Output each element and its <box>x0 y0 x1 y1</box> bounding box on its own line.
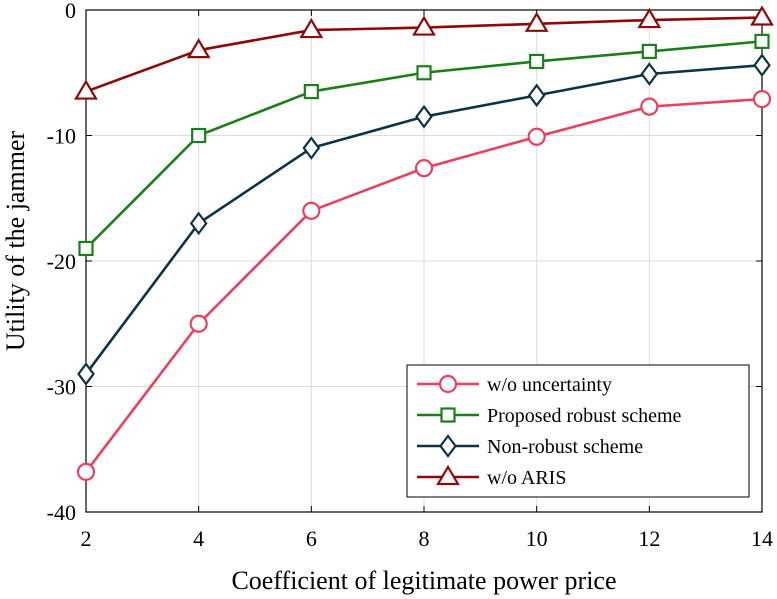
data-point <box>189 211 208 236</box>
legend-label: Proposed robust scheme <box>487 405 682 427</box>
data-point <box>189 314 208 333</box>
legend-label: Non-robust scheme <box>487 436 643 458</box>
data-point <box>750 5 774 26</box>
data-point <box>527 127 546 146</box>
x-axis: 2 4 6 8 10 12 14 <box>81 10 773 551</box>
data-point <box>640 97 659 116</box>
y-tick-label: -10 <box>47 124 76 149</box>
series-3 <box>77 53 771 386</box>
y-axis: -40 -30 -20 -10 0 <box>47 0 762 525</box>
legend-label: w/o ARIS <box>487 467 566 489</box>
data-point <box>414 159 434 178</box>
data-point <box>754 33 770 49</box>
legend-marker <box>440 407 456 423</box>
data-point <box>191 127 207 144</box>
data-point <box>299 17 324 39</box>
data-point <box>186 37 211 59</box>
legend-item: Proposed robust scheme <box>417 405 682 427</box>
data-point <box>412 15 436 36</box>
data-point <box>640 62 659 86</box>
legend-marker <box>438 374 458 394</box>
legend-item: Non-robust scheme <box>417 434 643 458</box>
legend-box <box>406 364 750 498</box>
data-point <box>529 53 545 70</box>
data-point <box>77 362 95 386</box>
data-point <box>78 240 94 257</box>
data-point <box>74 79 98 100</box>
x-tick-label: 6 <box>306 526 317 551</box>
series-1 <box>76 90 772 481</box>
data-point <box>302 136 321 160</box>
data-point <box>637 7 662 29</box>
data-point <box>415 104 433 129</box>
y-tick-label: -20 <box>47 249 76 274</box>
data-point <box>302 201 321 220</box>
x-tick-label: 14 <box>751 526 773 551</box>
x-tick-label: 8 <box>419 526 430 551</box>
data-point <box>416 65 432 81</box>
data-point <box>641 43 657 60</box>
series-group <box>74 5 774 481</box>
legend-label: w/o uncertainty <box>487 374 612 396</box>
x-tick-label: 4 <box>193 526 204 551</box>
data-point <box>76 462 96 481</box>
series-2 <box>78 33 770 257</box>
data-point <box>527 83 546 108</box>
x-axis-label: Coefficient of legitimate power price <box>231 566 616 595</box>
legend-item: w/o ARIS <box>417 464 566 489</box>
data-point <box>753 53 771 78</box>
data-point <box>524 11 549 32</box>
data-point <box>303 83 319 100</box>
series-4 <box>74 5 774 100</box>
y-tick-label: -30 <box>47 375 76 400</box>
data-point <box>752 90 772 109</box>
y-tick-label: -40 <box>47 500 76 525</box>
legend-item: w/o uncertainty <box>417 374 612 396</box>
legend: w/o uncertainty Proposed robust scheme Non… <box>406 364 750 498</box>
x-tick-label: 12 <box>638 526 660 551</box>
x-tick-label: 2 <box>81 526 92 551</box>
legend-marker <box>439 434 457 458</box>
y-tick-label: 0 <box>65 0 76 23</box>
y-axis-label: Utility of the jammer <box>1 131 30 352</box>
x-tick-label: 10 <box>526 526 548 551</box>
legend-marker <box>436 464 460 486</box>
